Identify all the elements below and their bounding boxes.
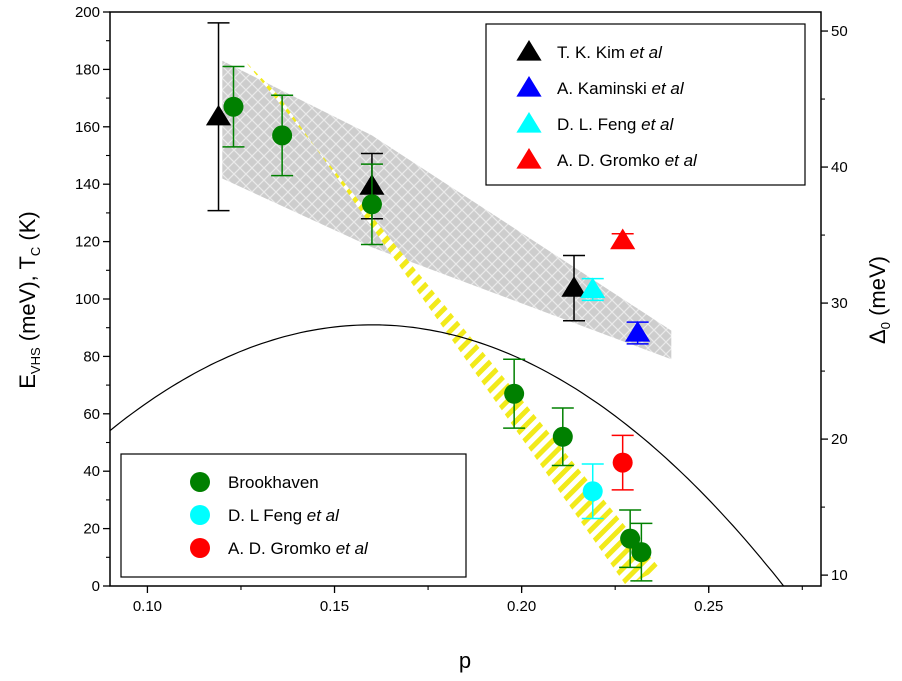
y-left-tick-label: 80 xyxy=(83,348,100,365)
legend-top-label-3: A. D. Gromko et al xyxy=(557,151,698,170)
series-0-point-2-triangle xyxy=(561,276,587,297)
y-right-tick-label: 10 xyxy=(831,567,848,584)
evhs-band xyxy=(244,60,661,586)
x-axis: 0.10 0.15 0.20 0.25 xyxy=(133,586,803,615)
series-2-point-0-triangle xyxy=(580,277,606,299)
tc-dome-curve xyxy=(110,324,785,586)
y-left-tick-label: 160 xyxy=(75,119,100,136)
legend-bottom-marker-2 xyxy=(190,538,210,558)
series-4-point-1-circle xyxy=(272,125,293,146)
y-right-tick-label: 20 xyxy=(831,431,848,448)
legend-top-marker-2 xyxy=(516,112,542,133)
series-4-point-0-circle xyxy=(223,96,244,117)
series-4 xyxy=(222,65,653,582)
series-3 xyxy=(610,228,636,250)
series-5 xyxy=(581,463,604,520)
y-right-tick-label: 50 xyxy=(831,23,848,40)
series-4-point-2-circle xyxy=(361,194,382,215)
legend-bottom-marker-1 xyxy=(190,505,210,525)
series-3-point-0-triangle xyxy=(610,228,636,250)
legend-bottom-marker-0 xyxy=(190,472,210,492)
legend-bottom-label-0: Brookhaven xyxy=(228,473,319,492)
series-4-point-5-circle xyxy=(620,528,641,549)
y-left-tick-label: 200 xyxy=(75,4,100,21)
y-right-tick-label: 30 xyxy=(831,295,848,312)
x-tick-label: 0.20 xyxy=(507,598,536,615)
marks-layer xyxy=(205,22,653,582)
x-tick-label: 0.15 xyxy=(320,598,349,615)
bands-layer xyxy=(222,60,672,586)
y-right-tick-label: 40 xyxy=(831,159,848,176)
y-axis-left: 0 20 40 60 80 100 120 140 160 180 200 xyxy=(75,4,110,595)
series-6 xyxy=(611,434,634,491)
series-6-point-0-circle xyxy=(612,452,633,473)
y-left-tick-label: 140 xyxy=(75,176,100,193)
series-1 xyxy=(625,321,651,345)
series-1-point-0-triangle xyxy=(625,321,651,342)
x-axis-title: p xyxy=(459,648,471,673)
legend-bottom-label-1: D. L Feng et al xyxy=(228,506,340,525)
y-left-tick-label: 0 xyxy=(92,578,100,595)
y-axis-right: 10 20 30 40 50 xyxy=(821,23,848,584)
series-5-point-0-circle xyxy=(582,481,603,502)
gap-band xyxy=(222,60,672,360)
series-4-point-6-circle xyxy=(631,542,652,563)
y-left-tick-label: 40 xyxy=(83,463,100,480)
y-left-tick-label: 180 xyxy=(75,61,100,78)
legend-top-marker-0 xyxy=(516,40,542,61)
series-4-point-4-circle xyxy=(552,426,573,447)
curve-layer xyxy=(110,324,785,586)
y-left-tick-label: 100 xyxy=(75,291,100,308)
legend-top-marker-3 xyxy=(516,148,542,169)
x-tick-label: 0.25 xyxy=(694,598,723,615)
legend-top-label-1: A. Kaminski et al xyxy=(557,79,685,98)
series-2 xyxy=(580,277,606,302)
y-axis-right-title: Δ0 (meV) xyxy=(865,256,893,344)
legend-top-label-2: D. L. Feng et al xyxy=(557,115,674,134)
y-left-tick-label: 20 xyxy=(83,521,100,538)
legend-top-frame xyxy=(485,23,806,186)
legend-top: T. K. Kim et al A. Kaminski et al D. L. Fe… xyxy=(485,23,806,186)
legend-bottom: Brookhaven D. L Feng et al A. D. Gromko et… xyxy=(120,453,467,578)
y-left-tick-label: 120 xyxy=(75,234,100,251)
y-axis-left-title: EVHS (meV), TC (K) xyxy=(15,211,43,389)
y-left-tick-label: 60 xyxy=(83,406,100,423)
x-tick-label: 0.10 xyxy=(133,598,162,615)
legend-top-marker-1 xyxy=(516,76,542,97)
legend-top-label-0: T. K. Kim et al xyxy=(557,43,663,62)
legend-bottom-label-2: A. D. Gromko et al xyxy=(228,539,369,558)
series-4-point-3-circle xyxy=(504,383,525,404)
legend-bottom-frame xyxy=(120,453,467,578)
series-0-point-0-triangle xyxy=(205,104,232,126)
